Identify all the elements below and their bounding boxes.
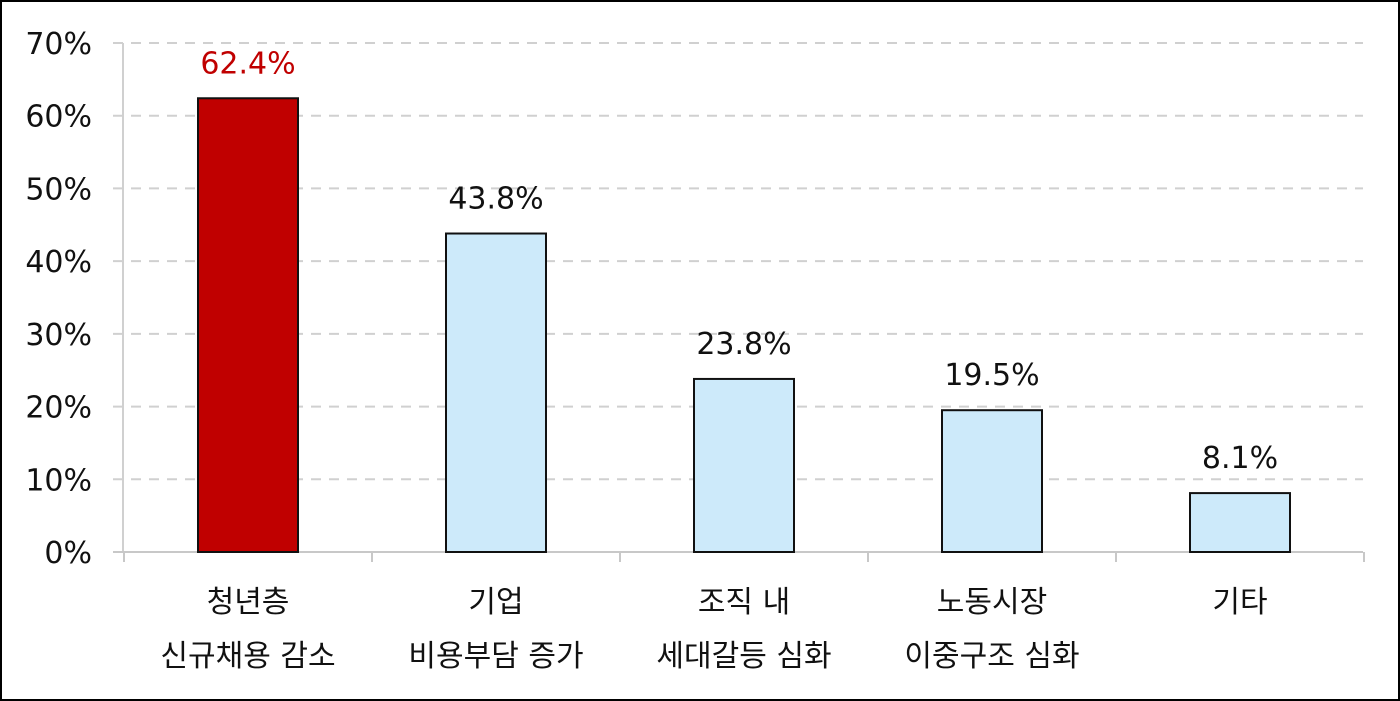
value-label: 23.8% (696, 327, 791, 362)
category-label: 비용부담 증가 (408, 639, 583, 674)
value-label: 62.4% (200, 46, 295, 81)
category-label: 조직 내 (698, 585, 790, 620)
y-tick-label: 60% (25, 100, 92, 135)
category-label: 노동시장 (937, 585, 1047, 620)
category-label: 기업 (468, 585, 523, 620)
value-label: 19.5% (944, 358, 1039, 393)
category-label: 청년층 (207, 585, 290, 620)
y-tick-label: 70% (25, 27, 92, 62)
y-tick-label: 30% (25, 318, 92, 353)
value-label: 8.1% (1202, 441, 1278, 476)
value-label: 43.8% (448, 182, 543, 217)
category-label: 신규채용 감소 (160, 639, 335, 674)
category-label: 이중구조 심화 (904, 639, 1079, 674)
y-tick-label: 0% (44, 536, 92, 571)
bar (693, 377, 795, 553)
category-label: 기타 (1212, 585, 1267, 620)
bar (941, 409, 1043, 554)
y-tick-label: 20% (25, 391, 92, 426)
y-tick-label: 50% (25, 172, 92, 207)
bar (1189, 492, 1291, 554)
bar (197, 97, 299, 554)
y-tick-label: 10% (25, 463, 92, 498)
category-label: 세대갈등 심화 (656, 639, 831, 674)
y-tick-label: 40% (25, 245, 92, 280)
bar (445, 232, 547, 554)
